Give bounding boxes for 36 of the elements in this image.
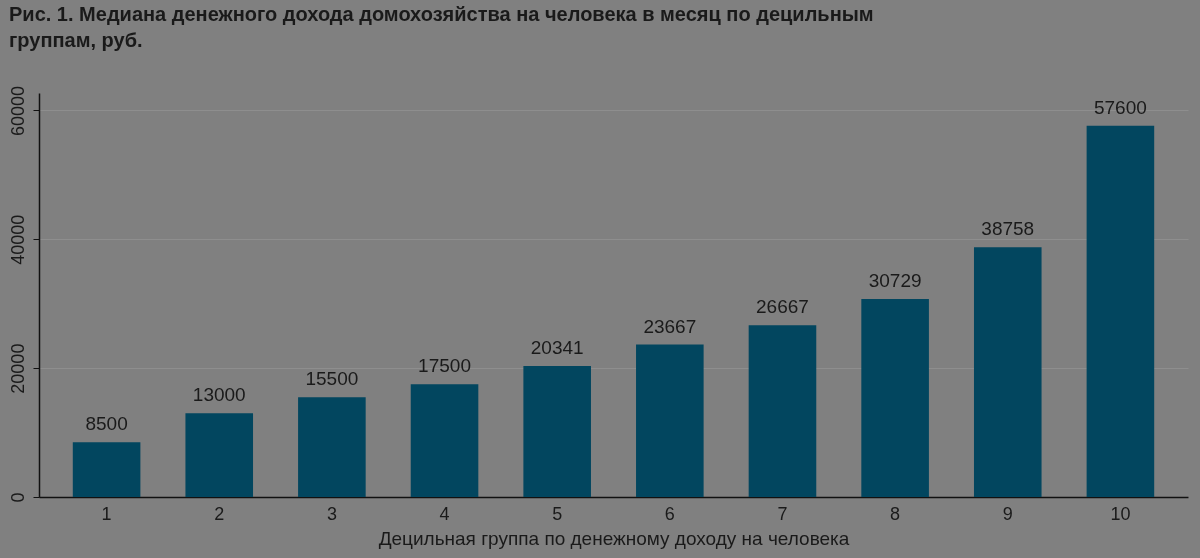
x-tick-label: 5 [552, 503, 563, 524]
x-tick-label: 3 [326, 503, 337, 524]
bar [973, 247, 1042, 497]
x-tick-label: 10 [1110, 503, 1131, 524]
data-label: 26667 [756, 296, 809, 318]
y-tick-label: 0 [7, 492, 28, 503]
bar [861, 299, 929, 497]
chart-title: Рис. 1. Медиана денежного дохода домохозяйства на человека в месяц по децильным группам, руб. [9, 3, 874, 52]
data-label: 8500 [85, 413, 128, 435]
data-label: 20341 [530, 336, 584, 358]
data-label: 38758 [981, 218, 1035, 240]
x-axis-title: Децильная группа по денежному доходу на человека [378, 527, 850, 549]
x-tick-label: 9 [1002, 503, 1013, 524]
data-label: 15500 [305, 368, 359, 390]
data-label: 17500 [418, 355, 471, 377]
data-label: 30729 [868, 270, 922, 291]
data-label: 57600 [1093, 96, 1147, 118]
bar [72, 442, 141, 497]
x-tick-label: 1 [101, 503, 112, 524]
x-tick-label: 8 [890, 503, 901, 524]
bar [748, 325, 817, 497]
bar [1086, 125, 1155, 497]
bar [185, 413, 254, 497]
y-tick-label: 20000 [7, 343, 28, 394]
y-tick-label: 40000 [7, 214, 28, 265]
data-label: 13000 [192, 384, 246, 406]
bar [523, 365, 591, 497]
x-tick-label: 4 [439, 503, 450, 524]
data-label: 23667 [643, 315, 697, 337]
bar [410, 384, 479, 497]
bar [636, 344, 704, 497]
bar [298, 397, 366, 497]
x-tick-label: 7 [777, 503, 788, 524]
y-tick-label: 60000 [7, 85, 28, 136]
x-tick-label: 6 [664, 503, 675, 524]
x-tick-label: 2 [214, 503, 225, 524]
